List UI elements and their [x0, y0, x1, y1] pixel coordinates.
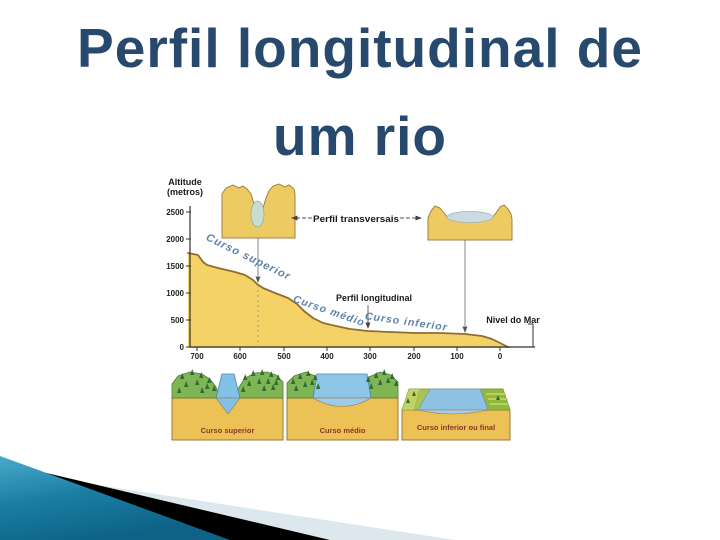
- block-curso-inferior: Curso inferior ou final: [401, 388, 511, 441]
- v-valley-water: [250, 200, 265, 228]
- block3-field-left: [401, 388, 421, 411]
- title-line-1: Perfil longitudinal de: [77, 17, 643, 79]
- block-curso-medio: Curso médio: [286, 369, 399, 441]
- block1-river-front: [215, 397, 241, 415]
- y-tick-0: 0: [180, 343, 185, 352]
- block1-river: [215, 373, 241, 399]
- block3-label: Curso inferior ou final: [417, 423, 495, 432]
- flat-valley-water: [446, 211, 494, 223]
- x-tick-500: 500: [277, 352, 291, 361]
- y-tick-2500: 2500: [166, 208, 184, 217]
- block2-river: [312, 373, 372, 399]
- block2-river-front: [311, 397, 373, 407]
- block1-trees: [177, 369, 281, 393]
- v-valley-connector: [255, 238, 261, 347]
- block3-river-front: [417, 409, 489, 415]
- cross-section-v-valley: [221, 183, 296, 239]
- title-line-2: um rio: [272, 105, 448, 167]
- block2-label: Curso médio: [320, 426, 366, 435]
- swoosh-teal-wedge: [0, 456, 230, 540]
- x-tick-400: 400: [320, 352, 334, 361]
- longitudinal-annotation: Perfil longitudinal: [336, 293, 412, 329]
- x-tick-700: 700: [190, 352, 204, 361]
- block3-base: [401, 409, 511, 441]
- block-curso-superior: Curso superior: [171, 369, 284, 441]
- profile-area-fill: [188, 253, 512, 348]
- y-tick-500: 500: [171, 316, 185, 325]
- transversais-label: Perfil transversais: [313, 214, 399, 224]
- y-tick-1500: 1500: [166, 262, 184, 271]
- x-tick-0: 0: [498, 352, 503, 361]
- block1-terrain-right: [235, 371, 284, 399]
- longitudinal-label: Perfil longitudinal: [336, 293, 412, 303]
- corner-decoration: [0, 456, 455, 540]
- x-tick-100: 100: [450, 352, 464, 361]
- river-profile-diagram: Altitude (metros) 2500 2000 1500 1000 50…: [166, 177, 540, 441]
- x-axis-ticks: [196, 347, 501, 351]
- flat-valley-connector: [462, 240, 468, 333]
- curso-inferior-label: Curso inferior: [364, 310, 448, 333]
- y-tick-1000: 1000: [166, 289, 184, 298]
- x-tick-300: 300: [363, 352, 377, 361]
- block1-label: Curso superior: [201, 426, 255, 435]
- block3-river: [417, 388, 489, 411]
- transversais-annotation: Perfil transversais: [291, 214, 422, 224]
- block2-trees: [291, 369, 399, 391]
- x-tick-200: 200: [407, 352, 421, 361]
- profile-curve: [187, 252, 509, 348]
- y-axis-title-line2: (metros): [167, 187, 203, 197]
- nivel-mar-label: Nivel do Mar: [486, 315, 540, 325]
- y-axis-ticks: [186, 211, 191, 348]
- y-tick-2000: 2000: [166, 235, 184, 244]
- slide-title: Perfil longitudinal de um rio: [0, 4, 720, 180]
- y-axis-title-line1: Altitude: [168, 177, 202, 187]
- sea-level-mark: [528, 323, 534, 347]
- x-tick-600: 600: [233, 352, 247, 361]
- cross-section-flat-valley: [427, 204, 513, 241]
